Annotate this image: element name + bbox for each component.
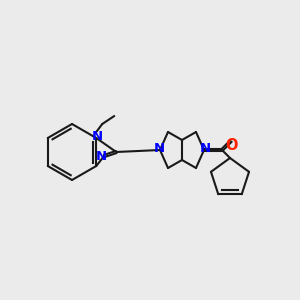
Text: N: N — [92, 130, 103, 142]
Text: N: N — [153, 142, 165, 155]
Text: O: O — [226, 139, 238, 154]
Text: N: N — [200, 142, 211, 155]
Text: N: N — [96, 151, 107, 164]
